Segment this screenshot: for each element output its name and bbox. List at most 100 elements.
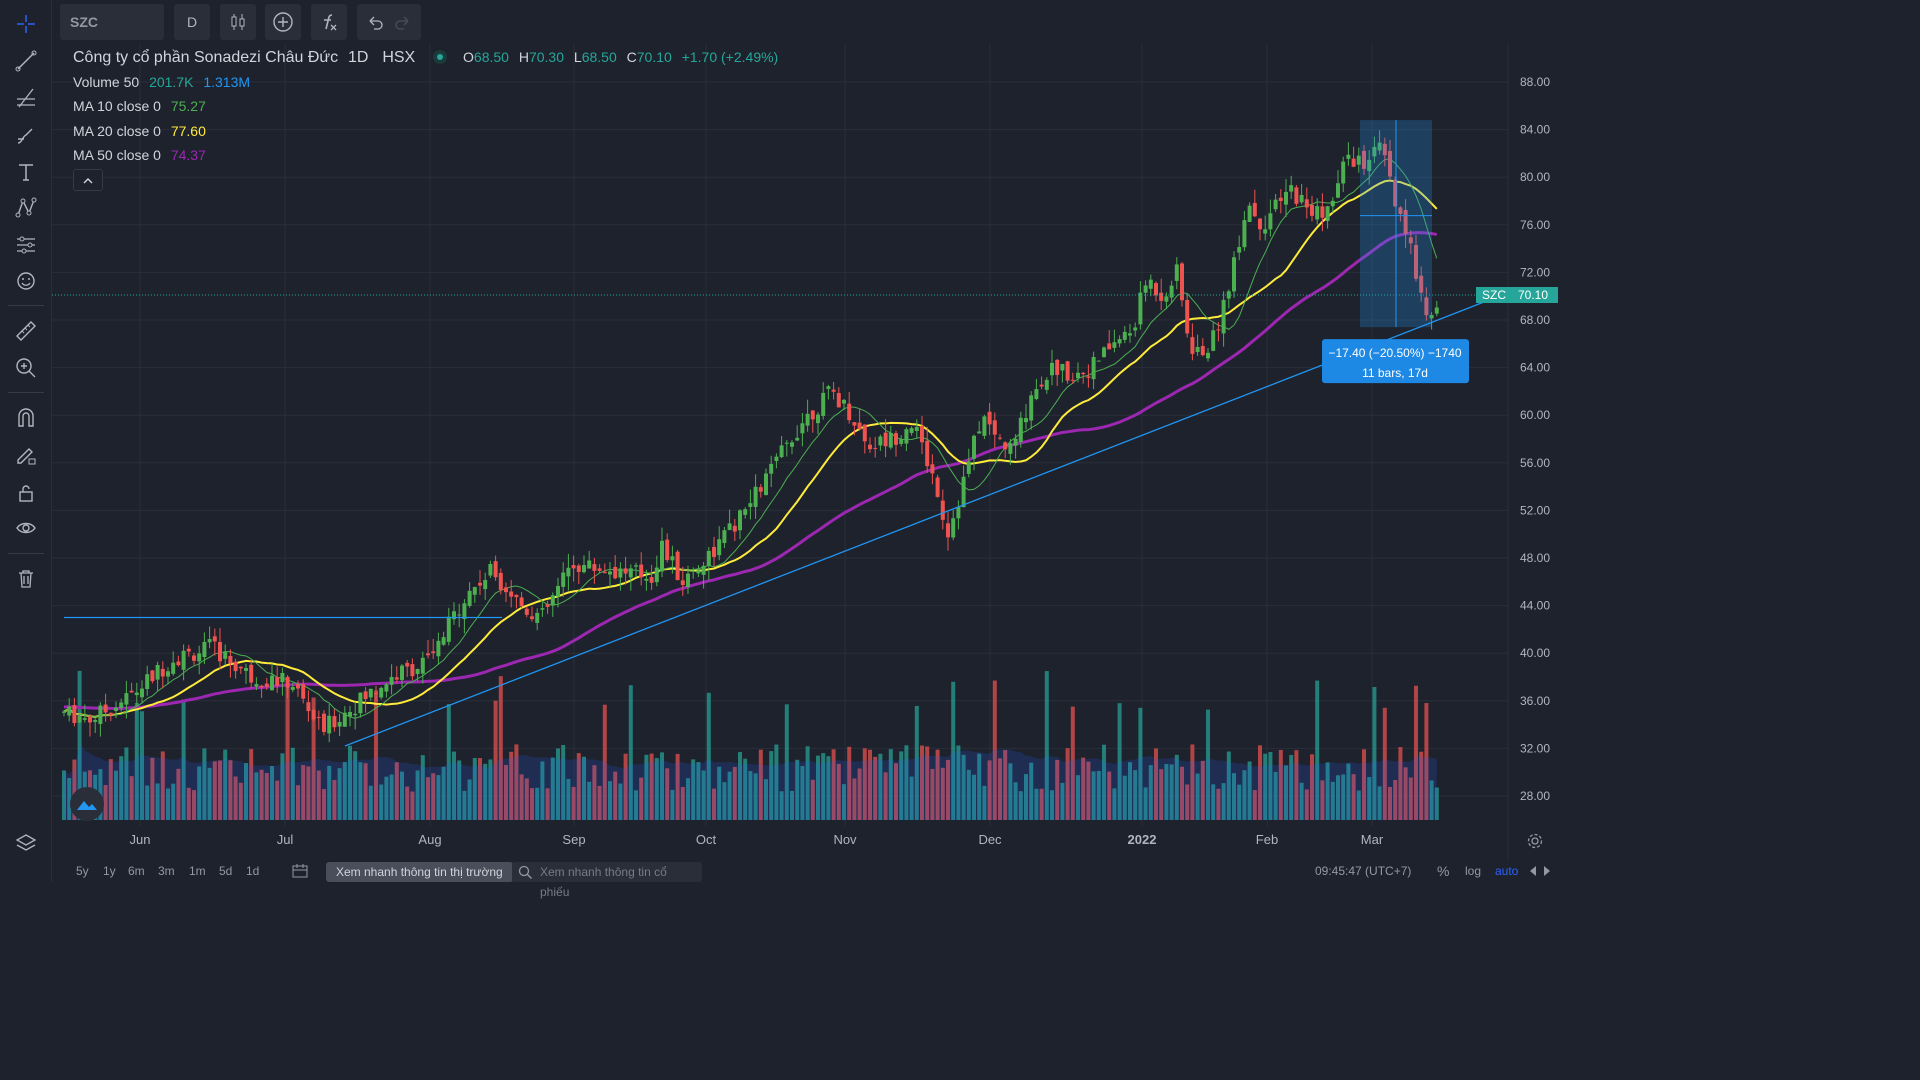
toolbar-divider	[8, 392, 44, 393]
volume-bar	[462, 790, 467, 820]
text-icon[interactable]	[12, 158, 40, 186]
candle-body	[452, 611, 456, 620]
magnet-icon[interactable]	[12, 404, 40, 432]
candle-body	[342, 712, 347, 727]
calendar-icon[interactable]	[292, 863, 310, 882]
eye-icon[interactable]	[12, 514, 40, 542]
price-tick-label: 64.00	[1520, 361, 1550, 375]
price-tick-label: 52.00	[1520, 503, 1550, 517]
legend-volume-row[interactable]: Volume 50 201.7K 1.313M	[73, 72, 250, 92]
volume-bar	[280, 753, 285, 820]
price-tick-label: 68.00	[1520, 313, 1550, 327]
quick-stock-search[interactable]: Xem nhanh thông tin cổ phiếu	[512, 860, 702, 899]
range-5y[interactable]: 5y	[76, 864, 89, 878]
interval-button[interactable]: D	[174, 4, 210, 40]
candle-body	[904, 429, 909, 444]
candle-body	[1055, 359, 1060, 375]
range-6m[interactable]: 6m	[128, 864, 145, 878]
pattern-icon[interactable]	[12, 194, 40, 222]
undo-icon[interactable]	[366, 13, 384, 31]
range-5d[interactable]: 5d	[219, 864, 233, 878]
trend-line-icon[interactable]	[12, 47, 40, 75]
symbol-search-button[interactable]: SZC	[60, 4, 164, 40]
redo-icon[interactable]	[394, 13, 412, 31]
ma20-line[interactable]	[63, 179, 1438, 718]
auto-scale-toggle[interactable]: auto	[1495, 864, 1519, 878]
range-1y[interactable]: 1y	[103, 864, 116, 878]
legend-ma20-row[interactable]: MA 20 close 0 77.60	[73, 121, 206, 141]
legend-ma10-row[interactable]: MA 10 close 0 75.27	[73, 96, 206, 116]
candle-body	[264, 683, 269, 687]
range-1d[interactable]: 1d	[246, 864, 260, 878]
candle-body	[961, 476, 966, 508]
candle-body	[899, 439, 904, 444]
candle-body	[1268, 213, 1273, 230]
candle-body	[384, 684, 389, 692]
legend-main-row: Công ty cổ phần Sonadezi Châu Đức 1D HSX…	[73, 47, 778, 67]
zoom-in-icon[interactable]	[12, 354, 40, 382]
candle-body	[1154, 283, 1158, 296]
emoji-icon[interactable]	[12, 267, 40, 295]
candle-body	[930, 464, 935, 474]
range-1m[interactable]: 1m	[189, 864, 206, 878]
candle-body	[758, 487, 763, 492]
percent-scale-toggle[interactable]: %	[1437, 863, 1450, 879]
lock-icon[interactable]	[12, 479, 40, 507]
range-3m[interactable]: 3m	[158, 864, 175, 878]
volume-bar	[332, 779, 337, 820]
volume-bar	[202, 748, 207, 820]
volume-bar	[389, 774, 394, 820]
layers-icon[interactable]	[12, 829, 40, 857]
volume-bar	[275, 780, 280, 820]
compare-button[interactable]	[265, 4, 301, 40]
candle-body	[176, 661, 181, 666]
scroll-right-icon[interactable]	[1542, 865, 1552, 880]
candle-body	[738, 510, 742, 531]
volume-bar	[852, 778, 857, 820]
ma50-line[interactable]	[63, 231, 1438, 710]
candle-body	[852, 422, 857, 426]
scroll-left-icon[interactable]	[1528, 865, 1538, 880]
volume-bar	[504, 764, 508, 820]
price-tick-label: 44.00	[1520, 599, 1550, 613]
quick-market-button[interactable]: Xem nhanh thông tin thị trường	[326, 862, 513, 882]
candle-body	[556, 585, 560, 597]
log-scale-toggle[interactable]: log	[1465, 864, 1482, 878]
fib-icon[interactable]	[12, 84, 40, 112]
legend-ma50-row[interactable]: MA 50 close 0 74.37	[73, 145, 206, 165]
stock-search-input[interactable]: Xem nhanh thông tin cổ phiếu	[512, 862, 702, 899]
candle-body	[150, 670, 155, 682]
candle-body	[1044, 379, 1049, 390]
candle-body	[592, 564, 597, 571]
legend-high-label: H	[518, 49, 529, 65]
price-axis[interactable]	[1508, 44, 1568, 860]
price-chart[interactable]: 88.00 84.00 80.00 76.00 72.00 68.00 64.00 60.00…	[52, 44, 1568, 860]
indicators-button[interactable]	[311, 4, 347, 40]
legend-collapse-button[interactable]	[73, 169, 103, 191]
price-tick-label: 60.00	[1520, 408, 1550, 422]
candle-body	[1029, 395, 1034, 421]
trash-icon[interactable]	[12, 565, 40, 593]
candle-body	[1341, 161, 1346, 184]
chart-type-button[interactable]	[220, 4, 256, 40]
bottom-toolbar: 5y 1y 6m 3m 1m 5d 1d Xem nhanh thông tin…	[52, 860, 1568, 899]
volume-bar	[415, 770, 420, 820]
candles-icon	[227, 11, 249, 33]
volume-bar	[1117, 703, 1122, 820]
volume-bar	[826, 756, 831, 820]
ma10-line[interactable]	[63, 158, 1438, 719]
crosshair-icon[interactable]	[12, 10, 40, 38]
candle-body	[72, 705, 77, 723]
candle-body	[1434, 307, 1439, 314]
ma10-label: MA 10 close 0	[73, 98, 161, 114]
forecast-icon[interactable]	[12, 231, 40, 259]
candle-body	[405, 662, 410, 667]
trend-line-drawing[interactable]	[344, 292, 1509, 747]
volume-bar	[1252, 790, 1257, 820]
lock-drawings-pencil-icon[interactable]	[12, 441, 40, 469]
candle-body	[795, 437, 800, 441]
candle-body	[1393, 179, 1398, 207]
ruler-icon[interactable]	[12, 317, 40, 345]
chart-settings-gear-icon[interactable]	[1526, 832, 1544, 855]
brush-icon[interactable]	[12, 121, 40, 149]
